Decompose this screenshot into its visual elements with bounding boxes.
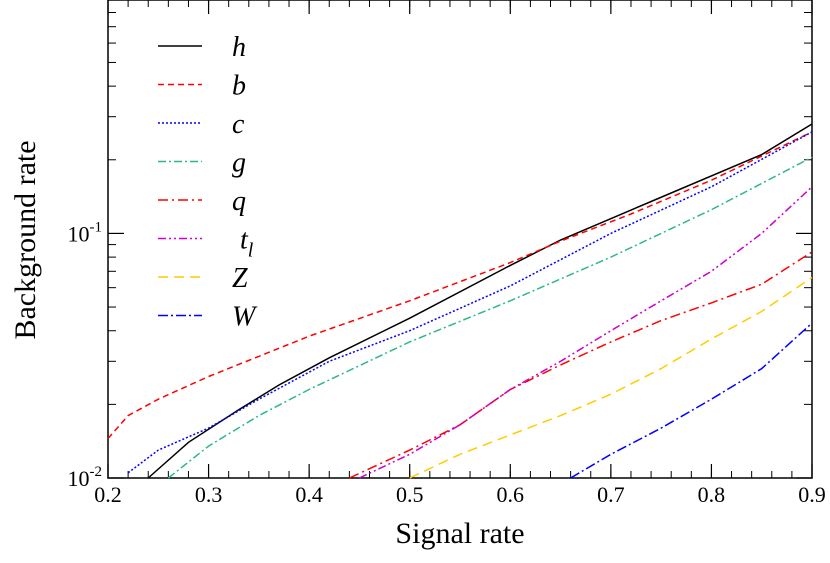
legend-label-b: b <box>232 71 246 102</box>
x-tick-label: 0.3 <box>195 482 223 507</box>
x-tick-label: 0.2 <box>94 482 122 507</box>
series-line-z <box>409 276 813 479</box>
legend-label-g: g <box>232 148 246 179</box>
axis-ticks: 0.2 0.3 0.4 0.5 0.6 0.7 0.8 0.9 10-2 10-1 <box>68 0 826 507</box>
plot-frame <box>107 0 813 479</box>
legend-label-w: W <box>232 302 258 333</box>
series-line-c <box>127 131 813 474</box>
legend-label-h: h <box>232 32 246 63</box>
x-tick-label: 0.5 <box>396 482 424 507</box>
series-line-t-l <box>359 186 813 479</box>
series-lines <box>107 123 813 479</box>
x-tick-label: 0.6 <box>497 482 525 507</box>
legend-label-t-l: tl <box>240 225 254 262</box>
legend-label-z: Z <box>232 263 248 294</box>
x-axis-title: Signal rate <box>395 517 524 550</box>
series-line-b <box>107 131 813 439</box>
series-line-h <box>147 123 813 479</box>
x-tick-label: 0.7 <box>597 482 625 507</box>
x-tick-label: 0.9 <box>798 482 826 507</box>
legend-label-c: c <box>232 109 245 140</box>
series-line-g <box>167 156 813 479</box>
series-line-q <box>349 251 813 479</box>
x-tick-label: 0.4 <box>295 482 323 507</box>
y-tick-label: 10-2 <box>68 464 103 491</box>
y-tick-label: 10-1 <box>68 219 103 246</box>
legend-label-q: q <box>232 186 246 217</box>
series-line-w <box>570 322 813 479</box>
x-tick-label: 0.8 <box>698 482 726 507</box>
y-axis-title: Background rate <box>9 140 42 339</box>
